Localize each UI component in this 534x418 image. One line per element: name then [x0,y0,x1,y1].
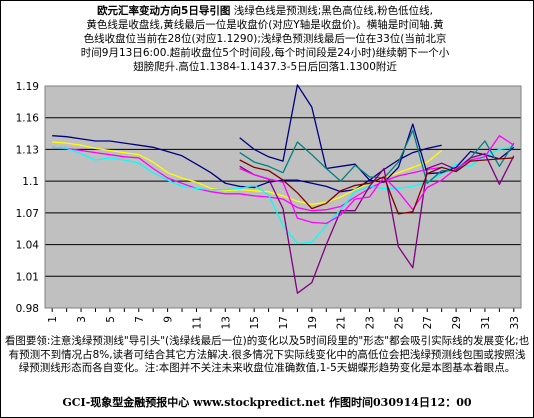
y-tick-label: 1.01 [16,271,39,283]
plot-border [44,85,522,309]
x-tick-label: 29 [451,316,463,329]
reading-guide-note: 看图要领:注意浅绿预测线"导引头"(浅绿线最后一位)的变化以及5时间段里的"形态… [4,335,530,374]
x-tick-label: 3 [76,316,88,323]
x-tick-label: 7 [134,316,146,323]
series-line [52,145,514,245]
x-tick-label: 25 [393,316,405,329]
x-tick-label: 11 [191,316,203,329]
x-tick-label: 27 [422,316,434,329]
series-line [239,153,515,294]
x-tick-label: 17 [278,316,290,329]
y-tick-label: 1.16 [16,113,40,125]
series-line [239,84,515,183]
y-tick-label: 0.98 [16,303,39,315]
y-tick-label: 1.07 [16,208,39,220]
header-line-4: 时间9月13日6:00.超前收盘位5个时间段,每个时间段是24小时)继续朝下一个… [80,47,450,59]
x-tick-label: 9 [163,316,175,323]
header-line-3: 色线收盘位当前在28位(对应1.1290);浅绿色预测线最后一位在33位(当前北… [83,33,447,45]
x-tick-label: 13 [220,316,232,329]
x-tick-label: 19 [307,316,319,329]
x-tick-label: 5 [105,316,117,323]
x-tick-label: 23 [365,316,377,329]
credit-line: GCI-现象型金融预报中心 www.stockpredict.net 作图时间0… [62,396,472,409]
x-tick-label: 33 [509,316,521,329]
chart-header: 欧元汇率变动方向5日导引图 浅绿色线是预测线;黑色高位线,粉色低位线, 黄色线是… [30,4,500,74]
plot-area [45,86,521,308]
series-line [239,157,514,215]
y-tick-label: 1.19 [16,81,39,93]
header-line-5: 翅膀爬升.高位1.1384-1.1437.3-5日后回落1.1300附近 [133,61,397,73]
header-line-2: 黄色线是收盘线,黄线最后一位是收盘价(对应Y轴是收盘价)。横轴是时间轴.黄 [86,19,444,31]
series-line [52,146,442,212]
y-tick-label: 1.04 [16,240,40,252]
x-tick-label: 21 [336,316,348,329]
series-line [239,135,515,225]
x-tick-label: 1 [47,316,59,323]
header-line-1: 浅绿色线是预测线;黑色高位线,粉色低位线, [233,5,433,17]
y-tick-label: 1.13 [16,144,39,156]
y-tick-label: 1.1 [22,176,39,188]
chart-title: 欧元汇率变动方向5日导引图 [97,5,231,17]
x-tick-label: 15 [249,316,261,329]
x-tick-label: 31 [480,316,492,329]
